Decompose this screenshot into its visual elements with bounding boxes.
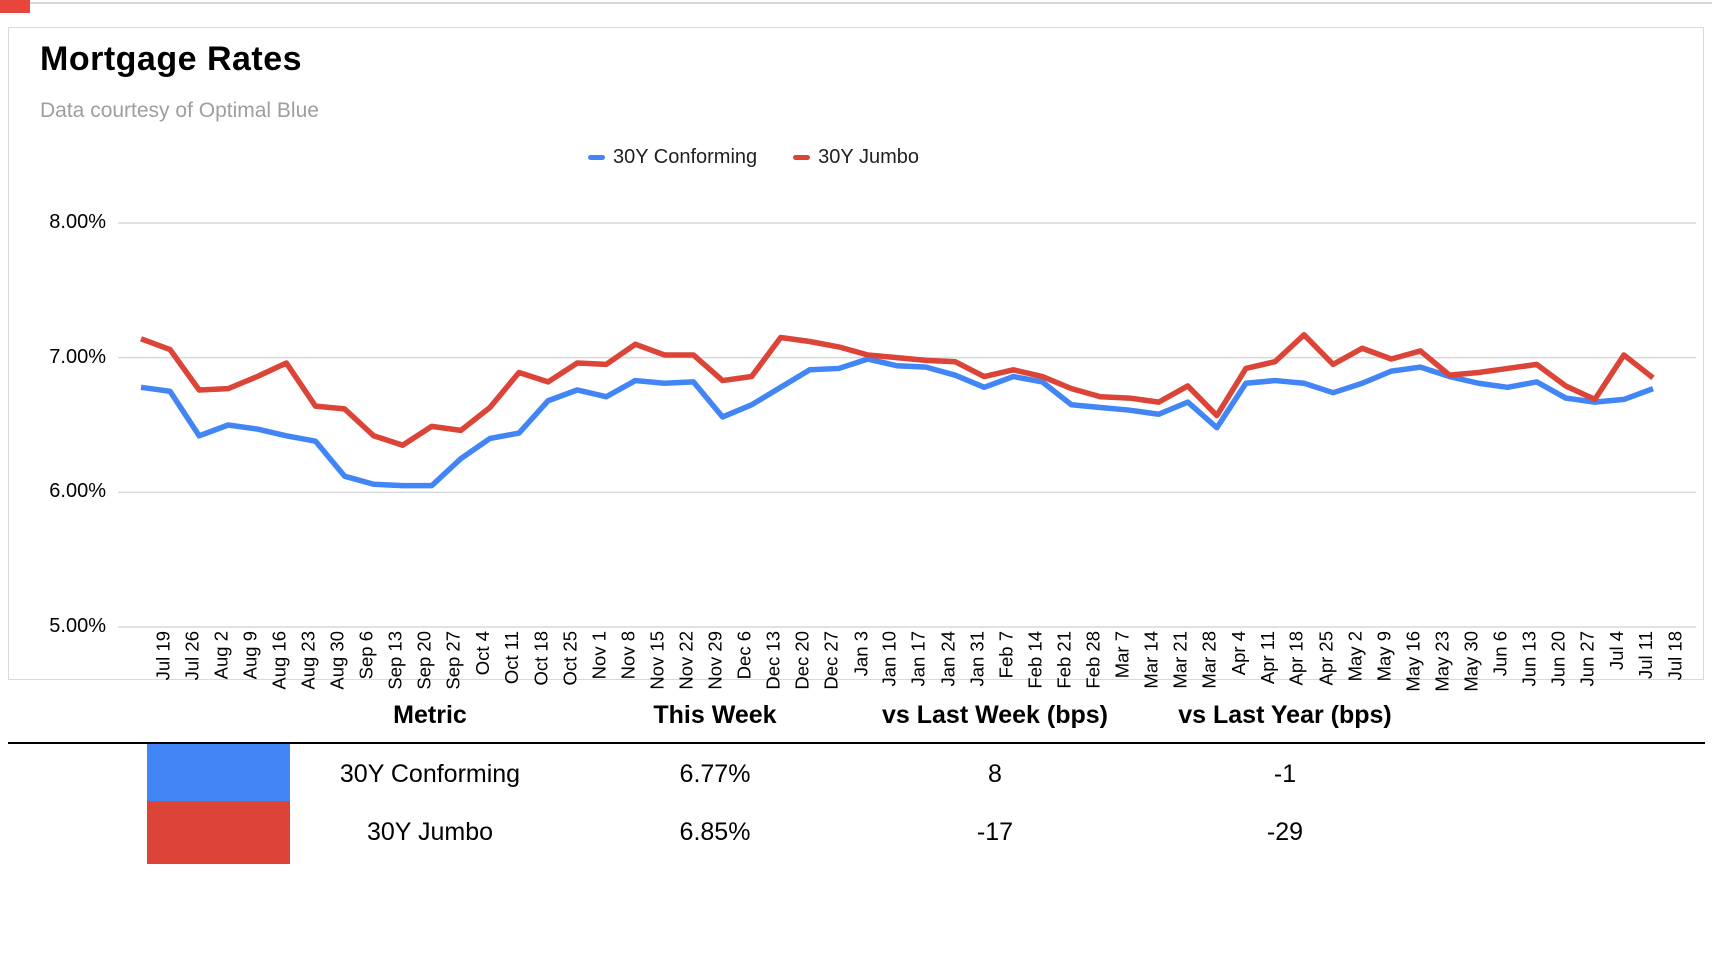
table-header-vs-last-week: vs Last Week (bps) bbox=[881, 701, 1108, 729]
legend-dash-icon bbox=[793, 155, 811, 160]
legend-dash-icon bbox=[588, 155, 605, 160]
cell-this-week: 6.77% bbox=[679, 760, 751, 788]
y-tick-label: 6.00% bbox=[49, 480, 106, 503]
legend-label: 30Y Conforming bbox=[613, 146, 758, 168]
y-tick-label: 8.00% bbox=[49, 211, 106, 233]
table-header-divider bbox=[8, 742, 1705, 744]
table-header-metric: Metric bbox=[393, 701, 467, 729]
legend-item-conforming: 30Y Conforming bbox=[588, 146, 757, 169]
chart-legend: 30Y Conforming 30Y Jumbo bbox=[588, 146, 919, 169]
cell-vs-last-year: -29 bbox=[1266, 818, 1304, 846]
y-tick-label: 7.00% bbox=[49, 345, 106, 368]
cell-vs-last-year: -1 bbox=[1273, 760, 1297, 788]
legend-label: 30Y Jumbo bbox=[818, 146, 919, 168]
corner-red-artifact bbox=[0, 0, 30, 13]
legend-item-jumbo: 30Y Jumbo bbox=[793, 146, 919, 169]
cell-vs-last-week: -17 bbox=[976, 818, 1014, 846]
cell-metric: 30Y Conforming bbox=[339, 760, 521, 788]
page-subtitle: Data courtesy of Optimal Blue bbox=[40, 99, 319, 122]
cell-this-week: 6.85% bbox=[679, 818, 751, 846]
top-hairline bbox=[0, 2, 1712, 4]
page-title: Mortgage Rates bbox=[40, 40, 303, 78]
series-line-30y-conforming bbox=[140, 356, 1654, 489]
cell-metric: 30Y Jumbo bbox=[366, 818, 493, 846]
y-tick-label: 5.00% bbox=[49, 615, 106, 637]
series-swatch-conforming bbox=[147, 744, 290, 801]
cell-vs-last-week: 8 bbox=[988, 760, 1002, 788]
table-header-this-week: This Week bbox=[653, 701, 777, 729]
table-header-vs-last-year: vs Last Year (bps) bbox=[1178, 701, 1392, 729]
series-line-30y-jumbo bbox=[140, 332, 1655, 448]
series-swatch-jumbo bbox=[147, 801, 290, 864]
